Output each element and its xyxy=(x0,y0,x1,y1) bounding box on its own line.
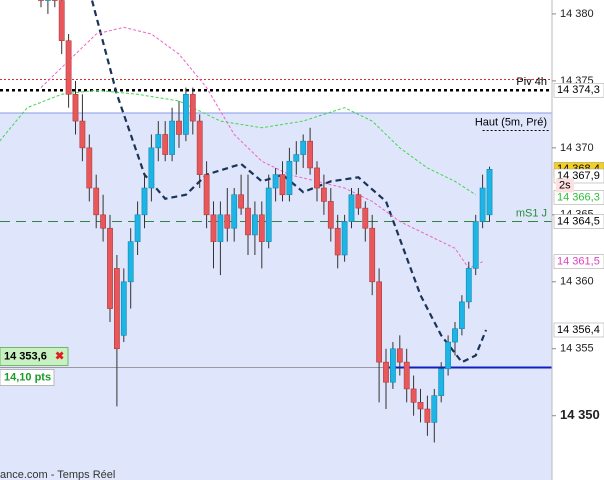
candle-body xyxy=(348,194,355,222)
candle-body xyxy=(293,154,300,162)
candle-body xyxy=(341,221,348,256)
candle-body xyxy=(314,167,320,189)
candle-body xyxy=(272,174,279,189)
price-tag xyxy=(553,254,604,269)
candle-body xyxy=(396,348,403,363)
y-tick-label: 14 380 xyxy=(560,8,594,20)
level-label: Haut (5m, Pré) xyxy=(475,116,547,128)
candle-body xyxy=(196,120,203,175)
candle-body xyxy=(107,227,113,309)
candle-body xyxy=(134,214,141,242)
candle-body xyxy=(286,160,293,196)
order-pts: 14,10 pts xyxy=(4,371,51,383)
candle-body xyxy=(369,227,376,283)
order-close-button[interactable]: ✖ xyxy=(55,350,64,362)
y-tick-label: 14 355 xyxy=(560,343,594,355)
order-price: 14 353,6 xyxy=(4,350,47,362)
candle-body xyxy=(486,168,493,216)
candle-body xyxy=(334,227,341,256)
candle-body xyxy=(307,140,313,169)
candle-body xyxy=(355,194,362,209)
candle-body xyxy=(383,361,389,383)
candle-body xyxy=(258,214,265,242)
candle-body xyxy=(120,281,127,336)
candle-body xyxy=(265,187,272,242)
indicator-line xyxy=(40,26,483,270)
candle-body xyxy=(217,214,224,242)
indicator-line xyxy=(90,0,488,364)
order-price-box xyxy=(0,347,69,366)
price-tag-label: 14 361,5 xyxy=(557,256,600,268)
candle-body xyxy=(169,120,175,155)
candle-body xyxy=(252,214,258,236)
price-tag xyxy=(553,82,604,98)
candle-body xyxy=(203,174,210,216)
candle-body xyxy=(183,93,189,135)
candle-body xyxy=(176,120,182,135)
candle-body xyxy=(279,174,286,196)
candle-body xyxy=(410,388,417,403)
candle-body xyxy=(403,361,410,390)
candle-body xyxy=(424,408,431,423)
candle-body xyxy=(38,0,44,1)
price-tag xyxy=(553,322,604,338)
candle-body xyxy=(72,93,79,122)
candle-body xyxy=(445,341,451,370)
price-tag-label: 14 356,4 xyxy=(557,324,600,336)
timer-label: 2s xyxy=(559,179,571,191)
candle-body xyxy=(93,187,100,216)
level-label: Piv 4h xyxy=(516,76,547,88)
indicator-line xyxy=(0,89,476,196)
candle-body xyxy=(189,93,196,122)
price-tag xyxy=(553,190,604,205)
candle-body xyxy=(114,268,120,350)
axis-area xyxy=(552,0,604,480)
price-tag-label: 14 364,5 xyxy=(557,215,600,227)
candle-body xyxy=(162,134,169,155)
source-label: ance.com - Temps Réel xyxy=(0,469,115,480)
price-tag-label: 14 366,3 xyxy=(557,191,600,203)
level-label: mS1 J xyxy=(516,207,547,219)
candle-body xyxy=(238,194,244,209)
candle-body xyxy=(51,0,58,1)
candle-body xyxy=(58,0,65,42)
candle-body xyxy=(431,395,438,423)
y-tick-label: 14 360 xyxy=(560,276,594,288)
price-tag-label: 14 374,3 xyxy=(557,84,600,96)
candle-body xyxy=(86,147,93,189)
candle-body xyxy=(65,40,72,95)
plot-area: Piv 4h Haut (5m, Pré) mS1 J xyxy=(0,0,552,480)
candle-body xyxy=(438,368,445,396)
candle-body xyxy=(155,134,162,149)
candle-body xyxy=(127,241,134,283)
candle-body xyxy=(417,402,424,410)
candle-body xyxy=(231,194,238,229)
candle-body xyxy=(472,221,479,269)
timer-box xyxy=(556,178,574,193)
candle-body xyxy=(362,207,369,229)
candle-body xyxy=(44,0,51,1)
candle-body xyxy=(300,140,307,155)
order-pts-box xyxy=(0,369,55,386)
candle-body xyxy=(210,214,217,242)
candle-body xyxy=(224,214,231,229)
candle-body xyxy=(245,207,251,236)
price-tag xyxy=(553,214,604,229)
candle-body xyxy=(458,301,465,329)
candle-body xyxy=(148,147,155,189)
candle-body xyxy=(320,187,327,202)
candle-body xyxy=(327,201,334,229)
candle-body xyxy=(452,328,458,343)
candle-body xyxy=(79,120,86,149)
candle-body xyxy=(100,214,106,229)
candle-body xyxy=(465,268,472,303)
y-tick-label: 14 370 xyxy=(560,142,594,154)
candle-body xyxy=(389,348,396,383)
candle-body xyxy=(141,187,148,216)
candle-body xyxy=(479,187,486,222)
candle-body xyxy=(376,281,382,363)
y-tick-label: 14 350 xyxy=(560,407,600,422)
